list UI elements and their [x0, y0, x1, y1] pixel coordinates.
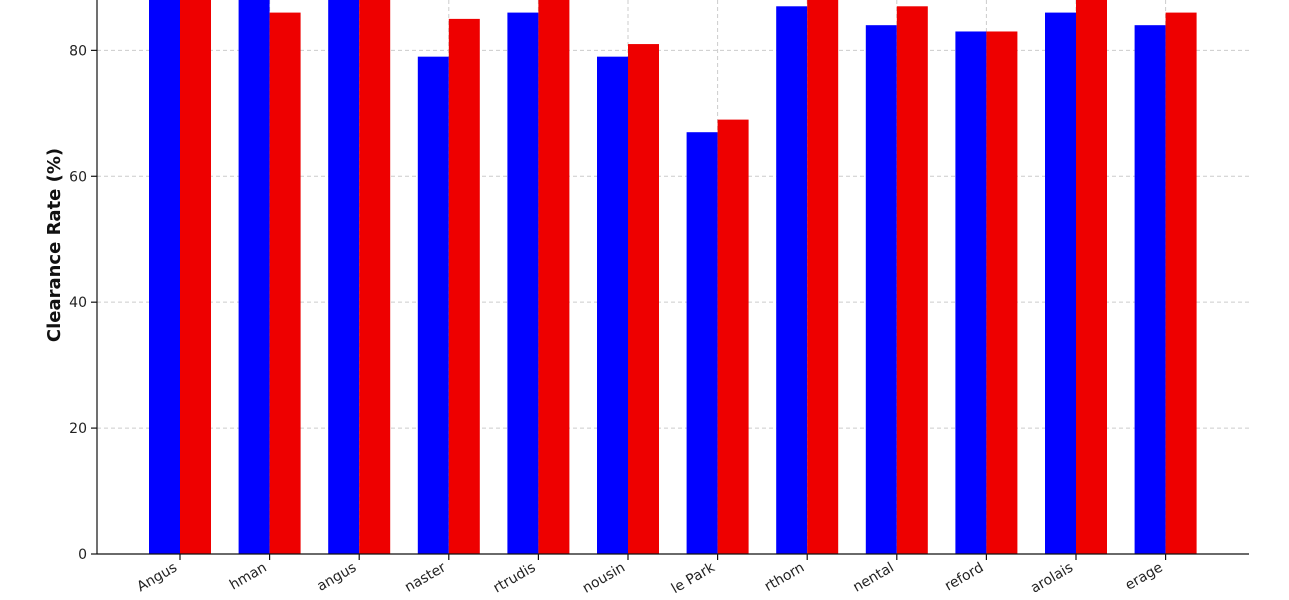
bar-series-2-2 [269, 12, 301, 555]
bar-series-2-11 [1076, 0, 1107, 554]
bar-series-2-4 [448, 18, 480, 555]
y-tick-label: 80 [69, 43, 87, 59]
x-tick-label: Angus [134, 560, 180, 596]
bars [149, 0, 1197, 555]
bar-series-2-6 [628, 44, 659, 555]
bar-series-2-7 [717, 119, 749, 554]
y-axis-label: Clearance Rate (%) [44, 148, 65, 342]
bar-series-1-5 [507, 12, 539, 555]
bar-series-1-6 [597, 56, 628, 555]
bar-series-2-9 [896, 6, 928, 554]
x-tick-label: hman [227, 560, 270, 594]
x-tick-label: le Park [669, 559, 719, 597]
axes [96, 0, 1249, 555]
bar-series-2-5 [538, 0, 570, 554]
bar-series-1-12 [1134, 25, 1166, 554]
y-tick-label: 60 [69, 169, 87, 185]
bar-series-2-10 [986, 31, 1018, 554]
y-tick-label: 40 [69, 295, 87, 311]
bar-series-1-9 [865, 25, 897, 554]
x-tick-label: nental [850, 560, 896, 596]
x-tick-label: arolais [1028, 560, 1076, 597]
bar-series-1-1 [149, 0, 180, 554]
bar-series-1-2 [238, 0, 270, 554]
y-ticks: 0 20 40 60 80 [69, 43, 97, 563]
bar-series-1-11 [1045, 12, 1076, 555]
bar-series-1-3 [328, 0, 360, 554]
x-tick-label: angus [314, 560, 359, 595]
bar-series-1-4 [417, 56, 449, 555]
x-tick-label: rthorn [762, 560, 807, 595]
bar-series-2-12 [1165, 12, 1197, 555]
bar-series-1-10 [955, 31, 987, 554]
bar-series-2-1 [180, 0, 211, 554]
x-tick-label: erage [1123, 560, 1166, 594]
bar-series-2-8 [807, 0, 839, 554]
bar-series-2-3 [359, 0, 391, 554]
x-ticks: Angus hman angus naster rtrudis nousin le Park… [134, 554, 1167, 597]
y-tick-label: 0 [78, 547, 87, 563]
bar-series-1-7 [686, 132, 718, 555]
x-tick-label: reford [942, 560, 986, 595]
x-tick-label: naster [402, 559, 449, 595]
x-tick-label: nousin [580, 560, 628, 597]
bar-series-1-8 [776, 6, 808, 554]
y-tick-label: 20 [69, 421, 87, 437]
x-tick-label: rtrudis [491, 560, 539, 597]
